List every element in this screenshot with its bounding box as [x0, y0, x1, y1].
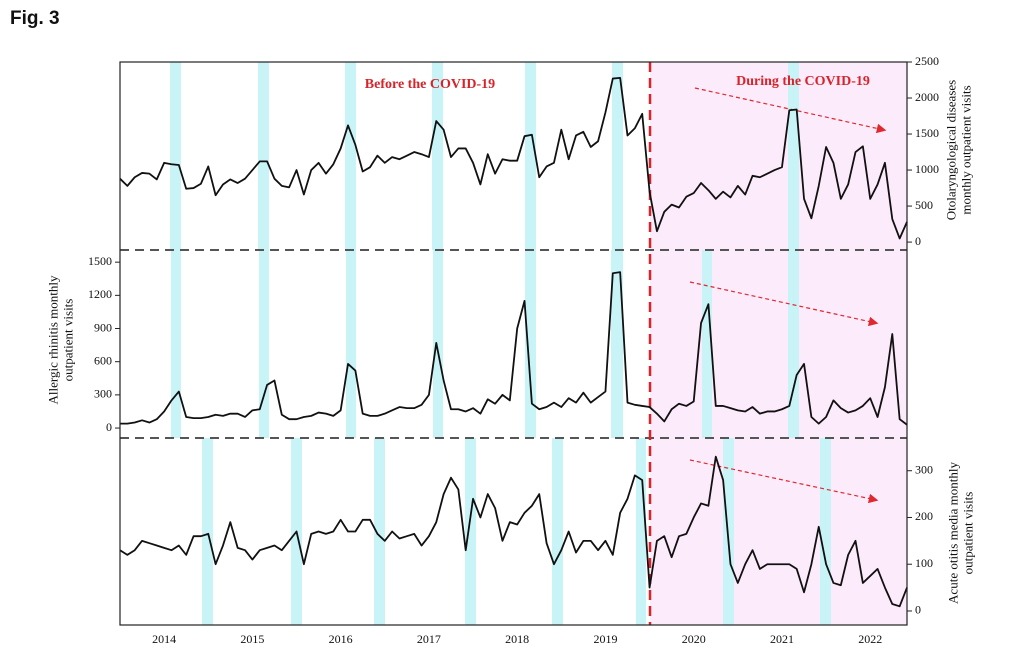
y-tick-label: 300	[915, 462, 933, 476]
y-tick-label: 300	[94, 387, 112, 401]
x-tick-label: 2015	[240, 632, 264, 646]
y-tick-label: 200	[915, 509, 933, 523]
covid-region	[650, 62, 907, 625]
y-axis-label: Acute otitis media monthlyoutpatient vis…	[945, 462, 975, 604]
series-line	[120, 271, 908, 426]
y-axis-label: Allergic rhinitis monthlyoutpatient visi…	[45, 275, 75, 405]
y-tick-label: 2500	[915, 54, 939, 68]
y-tick-label: 1000	[915, 162, 939, 176]
y-tick-label: 1200	[88, 287, 112, 301]
annotation: Before the COVID-19	[365, 77, 495, 92]
x-tick-label: 2020	[682, 632, 706, 646]
x-tick-label: 2016	[329, 632, 353, 646]
x-tick-label: 2014	[152, 632, 176, 646]
figure-label: Fig. 3	[10, 8, 60, 29]
series-line	[119, 76, 908, 240]
frame	[119, 61, 908, 626]
panel-dividers	[120, 249, 907, 439]
y-tick-label: 100	[915, 556, 933, 570]
y-axis-label-line: outpatient visits	[960, 492, 975, 575]
y-axis-label-line: Acute otitis media monthly	[945, 462, 960, 604]
y-axis-label: Otolaryngological diseasesmonthly outpat…	[943, 80, 973, 220]
x-tick-label: 2021	[770, 632, 794, 646]
y-tick-label: 1500	[88, 254, 112, 268]
y-axis-label-line: Allergic rhinitis monthly	[45, 275, 60, 405]
series-line	[119, 455, 908, 608]
y-axis-label-line: outpatient visits	[60, 299, 75, 382]
annotation: During the COVID-19	[736, 74, 870, 89]
x-tick-label: 2018	[505, 632, 529, 646]
y-tick-label: 0	[106, 420, 112, 434]
x-tick-label: 2017	[417, 632, 441, 646]
y-tick-label: 0	[915, 603, 921, 617]
x-tick-label: 2019	[593, 632, 617, 646]
y-tick-label: 900	[94, 320, 112, 334]
y-tick-label: 2000	[915, 90, 939, 104]
y-axis-label-line: Otolaryngological diseases	[943, 80, 958, 220]
y-tick-label: 0	[915, 234, 921, 248]
y-axis-label-line: monthly outpatient visits	[958, 85, 973, 214]
y-tick-label: 600	[94, 353, 112, 367]
trend-arrows	[689, 87, 887, 504]
y-tick-label: 500	[915, 198, 933, 212]
x-tick-label: 2022	[858, 632, 882, 646]
y-tick-label: 1500	[915, 126, 939, 140]
